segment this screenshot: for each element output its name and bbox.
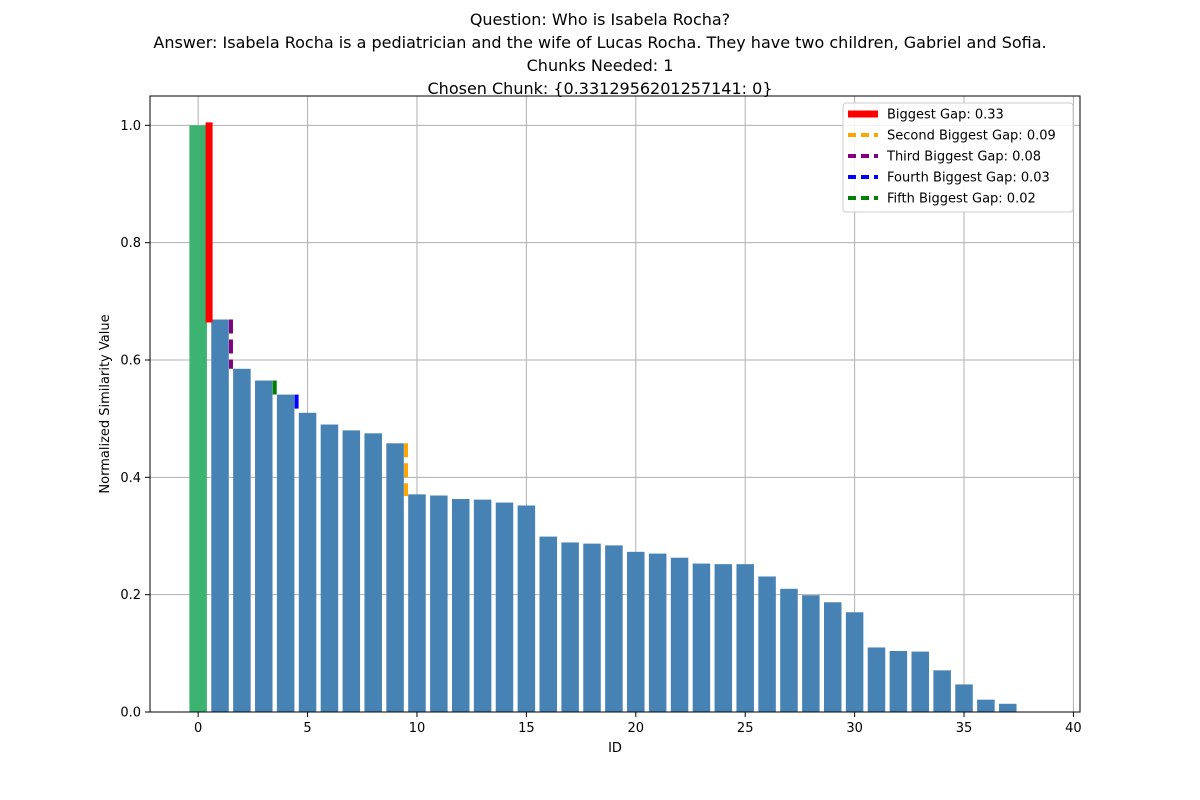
bar-4 [276,394,295,712]
bar-14 [495,502,514,712]
bar-8 [364,433,382,712]
x-tick-label: 40 [1065,721,1082,736]
bar-36 [977,699,995,712]
bar-33 [911,651,930,712]
bar-21 [648,553,667,712]
bar-20 [627,551,645,712]
bar-0 [189,125,207,713]
bar-31 [867,647,886,712]
bar-13 [473,499,492,712]
x-tick-label: 20 [628,721,645,736]
plot-frame [149,95,1081,713]
bar-12 [451,499,470,712]
x-axis-label: ID [608,741,622,756]
y-tick-label: 0.0 [120,706,141,721]
bar-29 [823,602,842,712]
bar-19 [605,545,623,712]
bar-1 [211,319,229,712]
legend: Biggest Gap: 0.33 Second Biggest Gap: 0.0… [842,102,1074,213]
bar-24 [714,564,733,712]
x-tick-label: 10 [409,721,426,736]
bar-28 [802,595,820,712]
x-tick-label: 15 [518,721,535,736]
bar-23 [692,563,711,712]
bar-26 [758,576,776,712]
title-chunks-needed: Chunks Needed: 1 [526,56,674,75]
bar-2 [233,368,251,712]
y-tick-label: 0.2 [120,588,141,603]
axis-ticks: 0 5 10 15 20 25 30 35 40 0.0 0.2 0.4 0.6 0.8 1.0 [120,119,1081,736]
bar-16 [539,536,558,712]
legend-label-3: Third Biggest Gap: 0.08 [886,150,1041,165]
y-tick-label: 0.4 [120,471,141,486]
bar-17 [561,542,579,712]
bar-3 [255,380,273,712]
y-tick-label: 0.6 [120,354,141,369]
x-tick-label: 0 [194,721,202,736]
bar-10 [408,494,426,712]
bar-25 [736,564,754,712]
y-axis-label: Normalized Similarity Value [98,314,113,493]
bar-18 [583,543,601,712]
bar-9 [386,443,404,712]
bar-22 [670,557,689,712]
legend-label-4: Fourth Biggest Gap: 0.03 [887,171,1050,186]
bar-34 [933,670,951,712]
bar-35 [955,684,973,712]
bar-32 [889,650,908,712]
legend-label-5: Fifth Biggest Gap: 0.02 [887,192,1036,207]
bar-11 [430,495,448,712]
gap-markers [205,122,409,497]
title-chosen-chunk: Chosen Chunk: {0.3312956201257141: 0} [427,79,773,98]
y-tick-label: 0.8 [120,236,141,251]
bar-15 [517,505,536,712]
title-question: Question: Who is Isabela Rocha? [469,10,731,29]
x-tick-label: 35 [956,721,973,736]
bar-7 [342,430,361,712]
legend-label-1: Biggest Gap: 0.33 [887,108,1004,123]
bar-27 [780,588,798,712]
chart-title: Question: Who is Isabela Rocha? Answer: … [0,8,1200,100]
bars [189,125,1017,713]
x-tick-label: 30 [846,721,863,736]
legend-label-2: Second Biggest Gap: 0.09 [887,129,1056,144]
bar-6 [320,424,339,712]
bar-30 [845,612,864,712]
bar-5 [298,412,317,712]
title-answer: Answer: Isabela Rocha is a pediatrician … [153,33,1047,52]
bar-37 [999,703,1017,712]
legend-box [842,102,1074,213]
y-tick-label: 1.0 [120,119,141,134]
x-tick-label: 5 [303,721,311,736]
x-tick-label: 25 [737,721,754,736]
